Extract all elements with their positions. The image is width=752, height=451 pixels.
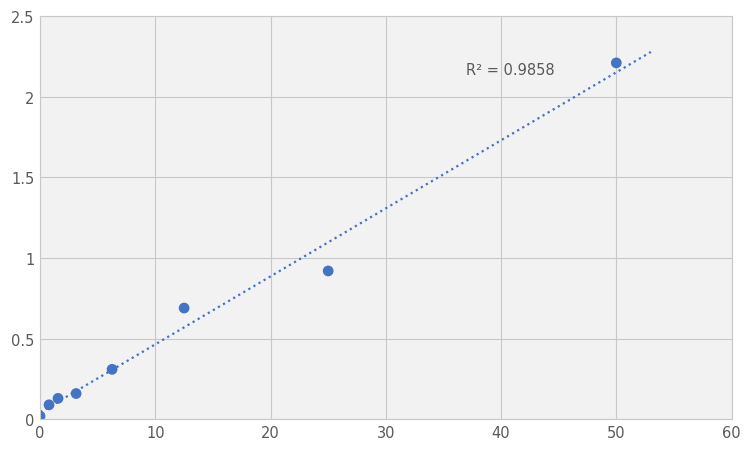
Point [322, 268, 334, 275]
Point [43, 401, 55, 409]
Point [178, 305, 190, 312]
Text: R² = 0.9858: R² = 0.9858 [466, 63, 555, 78]
Point [611, 60, 623, 67]
Point [106, 366, 118, 373]
Point [34, 413, 46, 420]
Point [52, 395, 64, 402]
Point [70, 390, 82, 397]
